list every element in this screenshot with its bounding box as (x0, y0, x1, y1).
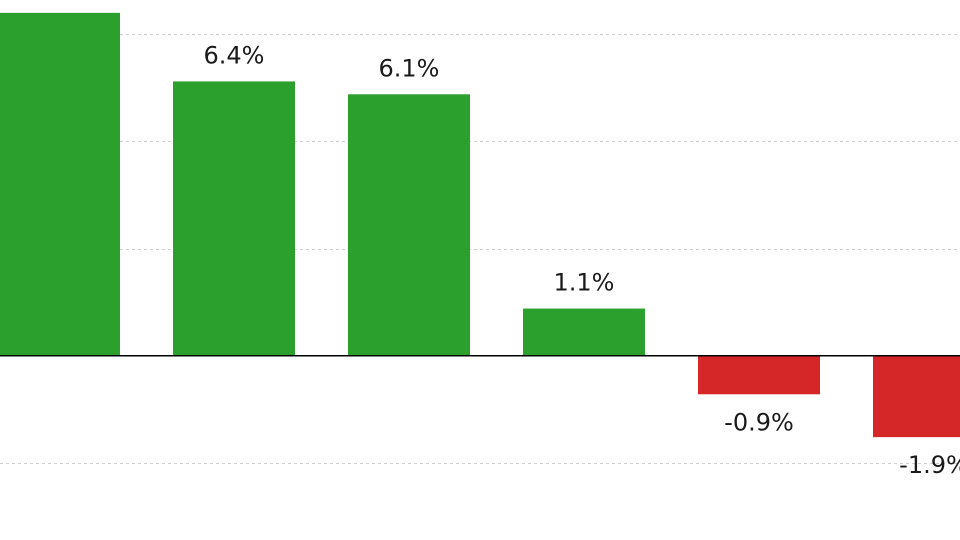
data-label-5: -1.9% (899, 451, 960, 479)
bar-2 (348, 94, 470, 356)
bar-4 (698, 355, 820, 395)
bar-5 (873, 355, 960, 438)
data-label-4: -0.9% (724, 408, 794, 436)
bar-0 (0, 12, 120, 356)
bar-3 (523, 308, 645, 356)
bar-1 (173, 81, 295, 356)
data-label-1: 6.4% (204, 41, 265, 69)
data-label-2: 6.1% (379, 54, 440, 82)
data-label-3: 1.1% (554, 269, 615, 297)
bars (0, 12, 960, 438)
data-labels: 6.4% 6.1% 1.1% -0.9% -1.9% (204, 41, 960, 479)
gridlines (0, 34, 960, 464)
